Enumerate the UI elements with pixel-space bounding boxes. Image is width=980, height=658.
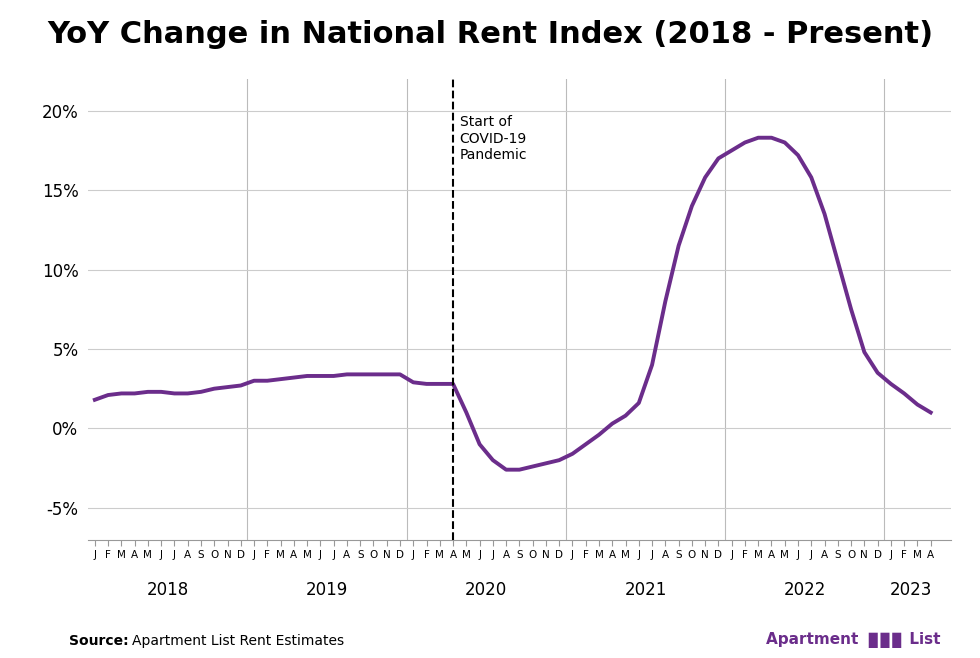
Text: Source:: Source: bbox=[69, 634, 128, 648]
Text: Apartment List Rent Estimates: Apartment List Rent Estimates bbox=[132, 634, 344, 648]
Text: 2022: 2022 bbox=[783, 581, 826, 599]
Text: Apartment  ▊▊▊ List: Apartment ▊▊▊ List bbox=[766, 632, 941, 648]
Text: 2018: 2018 bbox=[147, 581, 189, 599]
Text: YoY Change in National Rent Index (2018 - Present): YoY Change in National Rent Index (2018 … bbox=[47, 20, 933, 49]
Text: 2019: 2019 bbox=[306, 581, 348, 599]
Text: 2020: 2020 bbox=[466, 581, 508, 599]
Text: 2021: 2021 bbox=[624, 581, 666, 599]
Text: Start of
COVID-19
Pandemic: Start of COVID-19 Pandemic bbox=[460, 116, 527, 162]
Text: 2023: 2023 bbox=[890, 581, 932, 599]
